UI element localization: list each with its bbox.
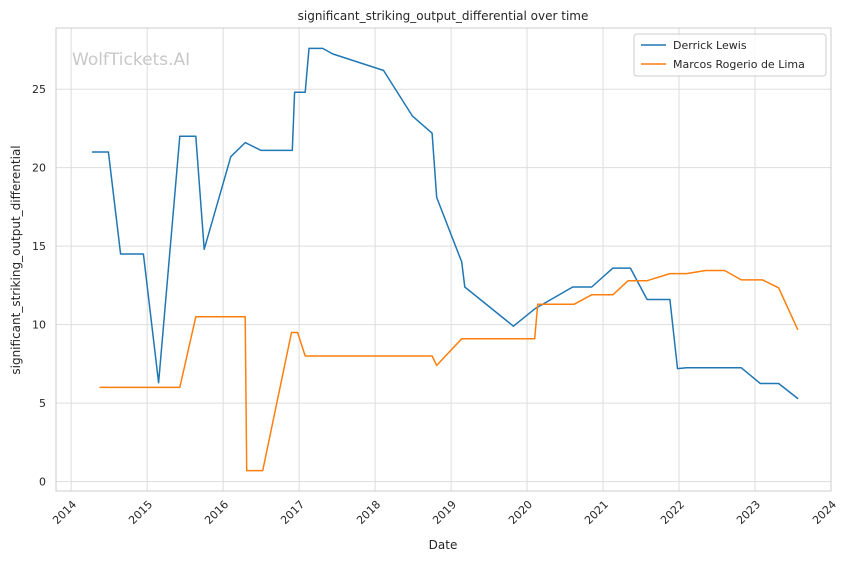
data-point-marcos-rogerio-de-lima (99, 387, 101, 389)
data-point-derrick-lewis (292, 150, 294, 152)
data-point-marcos-rogerio-de-lima (573, 303, 575, 305)
data-point-derrick-lewis (686, 367, 688, 369)
data-point-marcos-rogerio-de-lima (262, 470, 264, 472)
data-point-marcos-rogerio-de-lima (762, 279, 764, 281)
data-point-derrick-lewis (760, 383, 762, 385)
data-point-derrick-lewis (244, 142, 246, 144)
data-point-derrick-lewis (677, 368, 679, 370)
data-point-marcos-rogerio-de-lima (431, 355, 433, 357)
data-point-marcos-rogerio-de-lima (646, 280, 648, 282)
data-point-marcos-rogerio-de-lima (461, 338, 463, 340)
data-point-derrick-lewis (92, 151, 94, 153)
data-point-derrick-lewis (179, 136, 181, 138)
data-point-marcos-rogerio-de-lima (534, 338, 536, 340)
data-point-marcos-rogerio-de-lima (627, 280, 629, 282)
data-point-derrick-lewis (158, 382, 160, 384)
data-point-derrick-lewis (513, 325, 515, 327)
plot-frame (55, 27, 832, 492)
data-point-derrick-lewis (572, 286, 574, 288)
data-point-marcos-rogerio-de-lima (246, 470, 248, 472)
data-point-derrick-lewis (304, 92, 306, 94)
legend-label-marcos-rogerio-de-lima: Marcos Rogerio de Lima (673, 58, 805, 71)
chart-title: significant_striking_output_differential… (298, 9, 589, 23)
data-point-marcos-rogerio-de-lima (304, 355, 306, 357)
data-point-marcos-rogerio-de-lima (612, 294, 614, 296)
data-point-derrick-lewis (741, 367, 743, 369)
data-point-derrick-lewis (630, 267, 632, 269)
data-point-derrick-lewis (646, 299, 648, 301)
data-point-derrick-lewis (612, 267, 614, 269)
data-point-derrick-lewis (669, 299, 671, 301)
data-point-marcos-rogerio-de-lima (537, 303, 539, 305)
plot-area (56, 28, 831, 491)
legend-label-derrick-lewis: Derrick Lewis (673, 39, 747, 52)
data-point-marcos-rogerio-de-lima (297, 332, 299, 334)
data-point-marcos-rogerio-de-lima (436, 365, 438, 367)
data-point-derrick-lewis (461, 261, 463, 263)
data-point-marcos-rogerio-de-lima (244, 316, 246, 318)
y-tick-label: 5 (39, 397, 46, 410)
data-point-derrick-lewis (203, 249, 205, 251)
data-point-marcos-rogerio-de-lima (591, 294, 593, 296)
data-point-marcos-rogerio-de-lima (724, 270, 726, 272)
data-point-derrick-lewis (332, 53, 334, 55)
data-point-derrick-lewis (797, 398, 799, 400)
y-axis-ticks: 0 5 10 15 20 25 (32, 83, 46, 488)
x-axis-title: Date (429, 538, 458, 552)
data-point-derrick-lewis (383, 70, 385, 72)
series-layer (91, 47, 799, 472)
y-tick-label: 15 (32, 240, 46, 253)
data-point-derrick-lewis (412, 115, 414, 117)
y-tick-label: 20 (32, 162, 46, 175)
y-tick-label: 10 (32, 319, 46, 332)
data-point-marcos-rogerio-de-lima (179, 387, 181, 389)
legend-box (633, 33, 827, 77)
watermark: WolfTickets.AI (72, 50, 190, 70)
data-point-derrick-lewis (436, 197, 438, 199)
data-point-derrick-lewis (260, 150, 262, 152)
data-point-marcos-rogerio-de-lima (686, 273, 688, 275)
data-point-marcos-rogerio-de-lima (778, 287, 780, 289)
data-point-derrick-lewis (108, 151, 110, 153)
data-point-derrick-lewis (143, 253, 145, 255)
data-point-derrick-lewis (534, 308, 536, 310)
data-point-derrick-lewis (120, 253, 122, 255)
data-point-marcos-rogerio-de-lima (797, 329, 799, 331)
data-point-derrick-lewis (195, 136, 197, 138)
data-point-derrick-lewis (230, 156, 232, 158)
series-line-derrick-lewis (91, 47, 799, 400)
data-point-derrick-lewis (308, 48, 310, 50)
y-tick-label: 25 (32, 83, 46, 96)
data-point-derrick-lewis (294, 92, 296, 94)
y-axis-title: significant_striking_output_differential (9, 145, 23, 374)
legend: Derrick Lewis Marcos Rogerio de Lima (633, 33, 827, 77)
data-point-derrick-lewis (464, 286, 466, 288)
data-point-marcos-rogerio-de-lima (741, 279, 743, 281)
data-point-marcos-rogerio-de-lima (669, 273, 671, 275)
series-line-marcos-rogerio-de-lima (99, 269, 799, 472)
data-point-marcos-rogerio-de-lima (705, 270, 707, 272)
data-point-derrick-lewis (431, 132, 433, 134)
data-point-derrick-lewis (778, 383, 780, 385)
data-point-marcos-rogerio-de-lima (195, 316, 197, 318)
data-point-derrick-lewis (591, 286, 593, 288)
data-point-derrick-lewis (322, 48, 324, 50)
data-point-marcos-rogerio-de-lima (291, 332, 293, 334)
y-tick-label: 0 (39, 476, 46, 489)
